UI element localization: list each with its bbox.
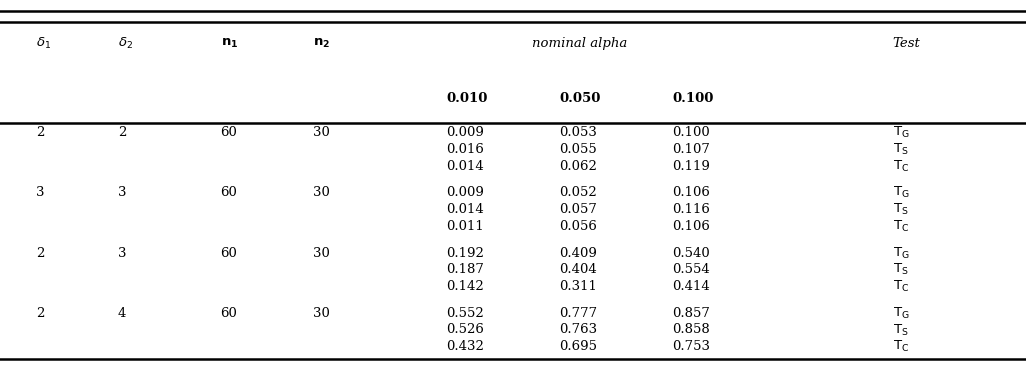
Text: 0.540: 0.540 [672,247,710,259]
Text: 0.055: 0.055 [559,143,597,156]
Text: 0.052: 0.052 [559,186,597,199]
Text: 0.526: 0.526 [446,324,484,336]
Text: nominal alpha: nominal alpha [532,37,627,51]
Text: 0.100: 0.100 [672,126,710,139]
Text: 0.404: 0.404 [559,263,597,276]
Text: 3: 3 [36,186,44,199]
Text: 0.050: 0.050 [559,92,600,105]
Text: 0.009: 0.009 [446,126,484,139]
Text: 0.116: 0.116 [672,203,710,216]
Text: 0.106: 0.106 [672,186,710,199]
Text: 60: 60 [221,126,237,139]
Text: 2: 2 [118,126,126,139]
Text: 0.011: 0.011 [446,220,484,233]
Text: 0.106: 0.106 [672,220,710,233]
Text: 0.432: 0.432 [446,340,484,353]
Text: 60: 60 [221,186,237,199]
Text: 0.016: 0.016 [446,143,484,156]
Text: $\mathrm{T}_\mathrm{C}$: $\mathrm{T}_\mathrm{C}$ [893,339,909,354]
Text: $\mathrm{T}_\mathrm{C}$: $\mathrm{T}_\mathrm{C}$ [893,219,909,234]
Text: 30: 30 [313,126,329,139]
Text: 0.142: 0.142 [446,280,484,293]
Text: $\mathrm{T}_\mathrm{G}$: $\mathrm{T}_\mathrm{G}$ [893,186,909,201]
Text: 0.695: 0.695 [559,340,597,353]
Text: 30: 30 [313,307,329,320]
Text: 0.100: 0.100 [672,92,713,105]
Text: 2: 2 [36,247,44,259]
Text: 3: 3 [118,247,126,259]
Text: 3: 3 [118,186,126,199]
Text: $\mathbf{n_1}$: $\mathbf{n_1}$ [221,37,238,51]
Text: 60: 60 [221,247,237,259]
Text: $\mathbf{n_2}$: $\mathbf{n_2}$ [313,37,330,51]
Text: 0.552: 0.552 [446,307,484,320]
Text: 0.753: 0.753 [672,340,710,353]
Text: 0.014: 0.014 [446,203,484,216]
Text: 0.119: 0.119 [672,160,710,173]
Text: 0.010: 0.010 [446,92,487,105]
Text: 2: 2 [36,307,44,320]
Text: $\mathrm{T}_\mathrm{G}$: $\mathrm{T}_\mathrm{G}$ [893,125,909,140]
Text: $\mathrm{T}_\mathrm{C}$: $\mathrm{T}_\mathrm{C}$ [893,279,909,294]
Text: 0.056: 0.056 [559,220,597,233]
Text: $\delta_2$: $\delta_2$ [118,36,133,52]
Text: 0.858: 0.858 [672,324,710,336]
Text: 0.777: 0.777 [559,307,597,320]
Text: 0.409: 0.409 [559,247,597,259]
Text: 30: 30 [313,247,329,259]
Text: $\mathrm{T}_\mathrm{S}$: $\mathrm{T}_\mathrm{S}$ [893,202,908,217]
Text: 0.057: 0.057 [559,203,597,216]
Text: 0.053: 0.053 [559,126,597,139]
Text: $\mathrm{T}_\mathrm{S}$: $\mathrm{T}_\mathrm{S}$ [893,142,908,157]
Text: 0.554: 0.554 [672,263,710,276]
Text: 0.414: 0.414 [672,280,710,293]
Text: $\mathrm{T}_\mathrm{S}$: $\mathrm{T}_\mathrm{S}$ [893,262,908,277]
Text: 2: 2 [36,126,44,139]
Text: $\mathrm{T}_\mathrm{S}$: $\mathrm{T}_\mathrm{S}$ [893,322,908,337]
Text: $\delta_1$: $\delta_1$ [36,36,51,52]
Text: 0.857: 0.857 [672,307,710,320]
Text: 0.192: 0.192 [446,247,484,259]
Text: 0.009: 0.009 [446,186,484,199]
Text: 0.062: 0.062 [559,160,597,173]
Text: 0.311: 0.311 [559,280,597,293]
Text: 0.014: 0.014 [446,160,484,173]
Text: 0.187: 0.187 [446,263,484,276]
Text: 0.763: 0.763 [559,324,597,336]
Text: Test: Test [893,37,920,51]
Text: $\mathrm{T}_\mathrm{G}$: $\mathrm{T}_\mathrm{G}$ [893,246,909,261]
Text: $\mathrm{T}_\mathrm{G}$: $\mathrm{T}_\mathrm{G}$ [893,306,909,321]
Text: 60: 60 [221,307,237,320]
Text: 0.107: 0.107 [672,143,710,156]
Text: 4: 4 [118,307,126,320]
Text: 30: 30 [313,186,329,199]
Text: $\mathrm{T}_\mathrm{C}$: $\mathrm{T}_\mathrm{C}$ [893,159,909,174]
